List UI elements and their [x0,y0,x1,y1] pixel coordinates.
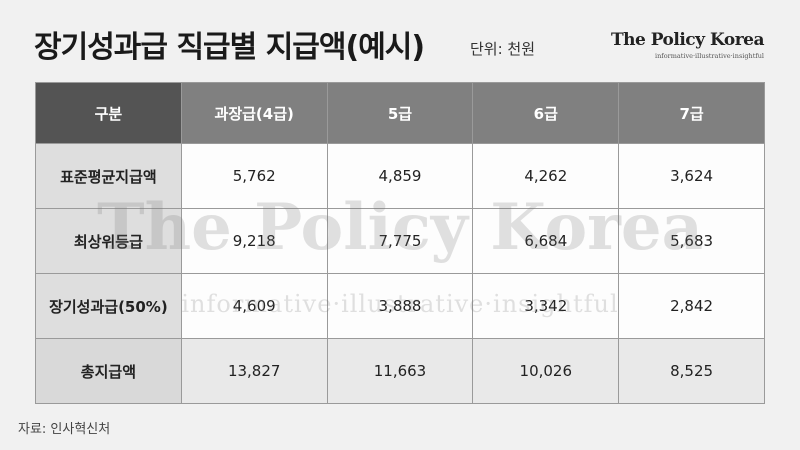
column-header: 7급 [618,82,765,144]
table-row: 장기성과급(50%) 4,609 3,888 3,342 2,842 [35,273,765,339]
brand: The Policy Korea [610,30,765,50]
column-header: 과장급(4급) [180,82,328,144]
cell: 3,888 [326,273,474,339]
row-label: 최상위등급 [35,208,182,274]
table-row: 최상위등급 9,218 7,775 6,684 5,683 [35,208,765,274]
cell: 6,684 [472,208,620,274]
header-row: 구분 과장급(4급) 5급 6급 7급 [35,82,765,144]
table: 구분 과장급(4급) 5급 6급 7급 표준평균지급액 5,762 4,859 4,262 3,6… [35,82,765,404]
cell: 3,342 [472,273,620,339]
unit: 단위: 천원 [470,40,536,58]
cell: 10,026 [472,338,620,404]
title: 장기성과급 직급별 지급액(예시) [34,30,425,65]
cell: 4,859 [326,143,474,209]
cell: 8,525 [618,338,765,404]
source: 자료: 인사혁신처 [18,422,111,437]
cell: 7,775 [326,208,474,274]
cell: 11,663 [326,338,474,404]
table-row: 총지급액 13,827 11,663 10,026 8,525 [35,338,765,404]
cell: 13,827 [180,338,328,404]
column-header: 6급 [472,82,620,144]
cell: 4,262 [472,143,620,209]
cell: 2,842 [618,273,765,339]
row-label: 장기성과급(50%) [35,273,182,339]
tagline: informative·illustrative·insightful [655,52,764,60]
cell: 5,683 [618,208,765,274]
column-header: 구분 [35,82,182,144]
row-label: 표준평균지급액 [35,143,182,209]
cell: 4,609 [180,273,328,339]
table-row: 표준평균지급액 5,762 4,859 4,262 3,624 [35,143,765,209]
cell: 9,218 [180,208,328,274]
row-label: 총지급액 [35,338,182,404]
cell: 5,762 [180,143,328,209]
cell: 3,624 [618,143,765,209]
column-header: 5급 [326,82,474,144]
